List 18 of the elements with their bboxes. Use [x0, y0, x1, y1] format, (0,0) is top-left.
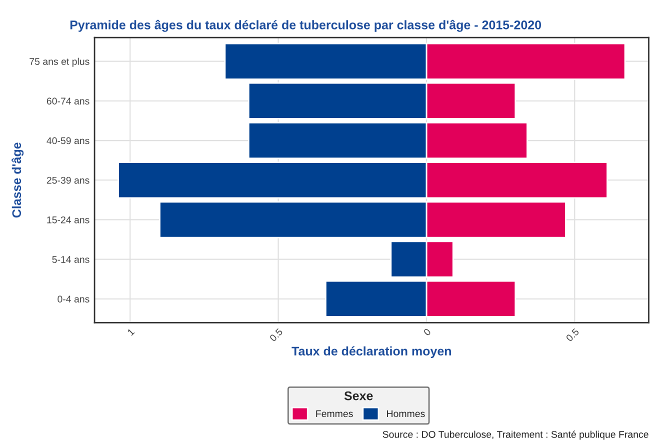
x-tick-label: 0.5	[269, 328, 284, 342]
x-tick-label: 1	[127, 328, 135, 336]
y-tick-label: 75 ans et plus	[30, 58, 90, 67]
y-tick-label: 0-4 ans	[58, 296, 90, 303]
y-tick-label: 15-24 ans	[47, 216, 90, 224]
x-axis-title: Taux de déclaration moyen	[292, 346, 451, 358]
y-tick-label: 25-39 ans	[46, 176, 90, 184]
legend-label: Hommes	[387, 410, 425, 418]
x-tick-label: 0	[423, 328, 432, 336]
legend-title: Sexe	[344, 391, 373, 400]
y-tick-label: 60-74 ans	[46, 98, 90, 105]
legend-label: Femmes	[316, 410, 353, 418]
chart-title: Pyramide des âges du taux déclaré de tuberculose par classe d'âge - 2015-2020	[70, 20, 542, 32]
source-note: Source : DO Tuberculose, Traitement : Santé publique France	[382, 430, 648, 440]
x-tick-label: 0.5	[566, 328, 580, 342]
y-tick-label: 40-59 ans	[46, 137, 90, 144]
y-tick-label: 5-14 ans	[52, 256, 90, 263]
y-axis-title: Classe d'âge	[12, 142, 24, 218]
